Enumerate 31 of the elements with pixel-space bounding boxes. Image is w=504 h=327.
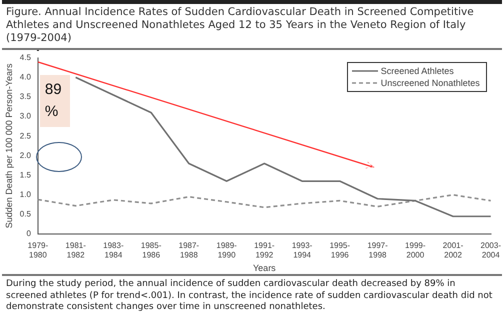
y-tick-label: 4.5 (20, 53, 32, 62)
x-tick-label: 1997-1998 (367, 241, 388, 260)
x-tick-label: 1993-1994 (292, 241, 313, 260)
x-tick-label: 1991-1992 (254, 241, 275, 260)
y-tick-label: 3.0 (20, 112, 32, 121)
y-tick-label: 2.5 (20, 131, 32, 140)
y-tick-label: 0.5 (20, 210, 32, 219)
legend-label: Screened Athletes (380, 64, 454, 77)
x-tick-label: 1989-1990 (216, 241, 238, 260)
annotation: 89 % (44, 80, 63, 122)
legend-label: Unscreened Nonathletes (380, 76, 480, 89)
line-series (37, 194, 492, 208)
y-tick-label: 3.5 (20, 92, 32, 102)
x-tick-label: 1983-1984 (103, 241, 124, 260)
x-tick-label: 2001-2002 (442, 241, 464, 260)
y-axis-title: Sudden Death per 100 000 Person-Years (4, 63, 14, 228)
x-tick-label: 1999-2000 (405, 241, 426, 260)
chart-title: Figure. Annual Incidence Rates of Sudden Cardiovascular Death in Screened Competitive Athletes and Unscreened Nonathletes Aged 12 to 35 Years in the Veneto Region of Italy (1979-2004) (2, 4, 502, 50)
x-tick-label: 1981-1982 (65, 241, 86, 260)
y-tick-label: 4.0 (20, 72, 32, 82)
y-tick-label: 1.0 (20, 190, 32, 200)
y-tick-label: 2.0 (20, 150, 32, 160)
x-tick-label: 2003-2004 (480, 241, 502, 260)
x-tick-label: 1985-1986 (140, 241, 162, 260)
y-tick-label: 0 (26, 229, 32, 238)
text: During the study period, the annual incidence of sudden cardiovascular death decreased by 89% in screened athletes (P for trend<.001). In contrast, the incidence rate of sudden cardiovascular death did not demonstrate consistent changes over time in unscreened nonathletes. (2, 274, 502, 316)
x-tick-label: 1995-1996 (330, 241, 350, 260)
x-axis-title: Years (253, 263, 276, 274)
x-tick-label: 1979-1980 (28, 241, 48, 260)
x-tick-label: 1987-1988 (178, 241, 200, 260)
y-tick-label: 1.5 (20, 170, 32, 180)
